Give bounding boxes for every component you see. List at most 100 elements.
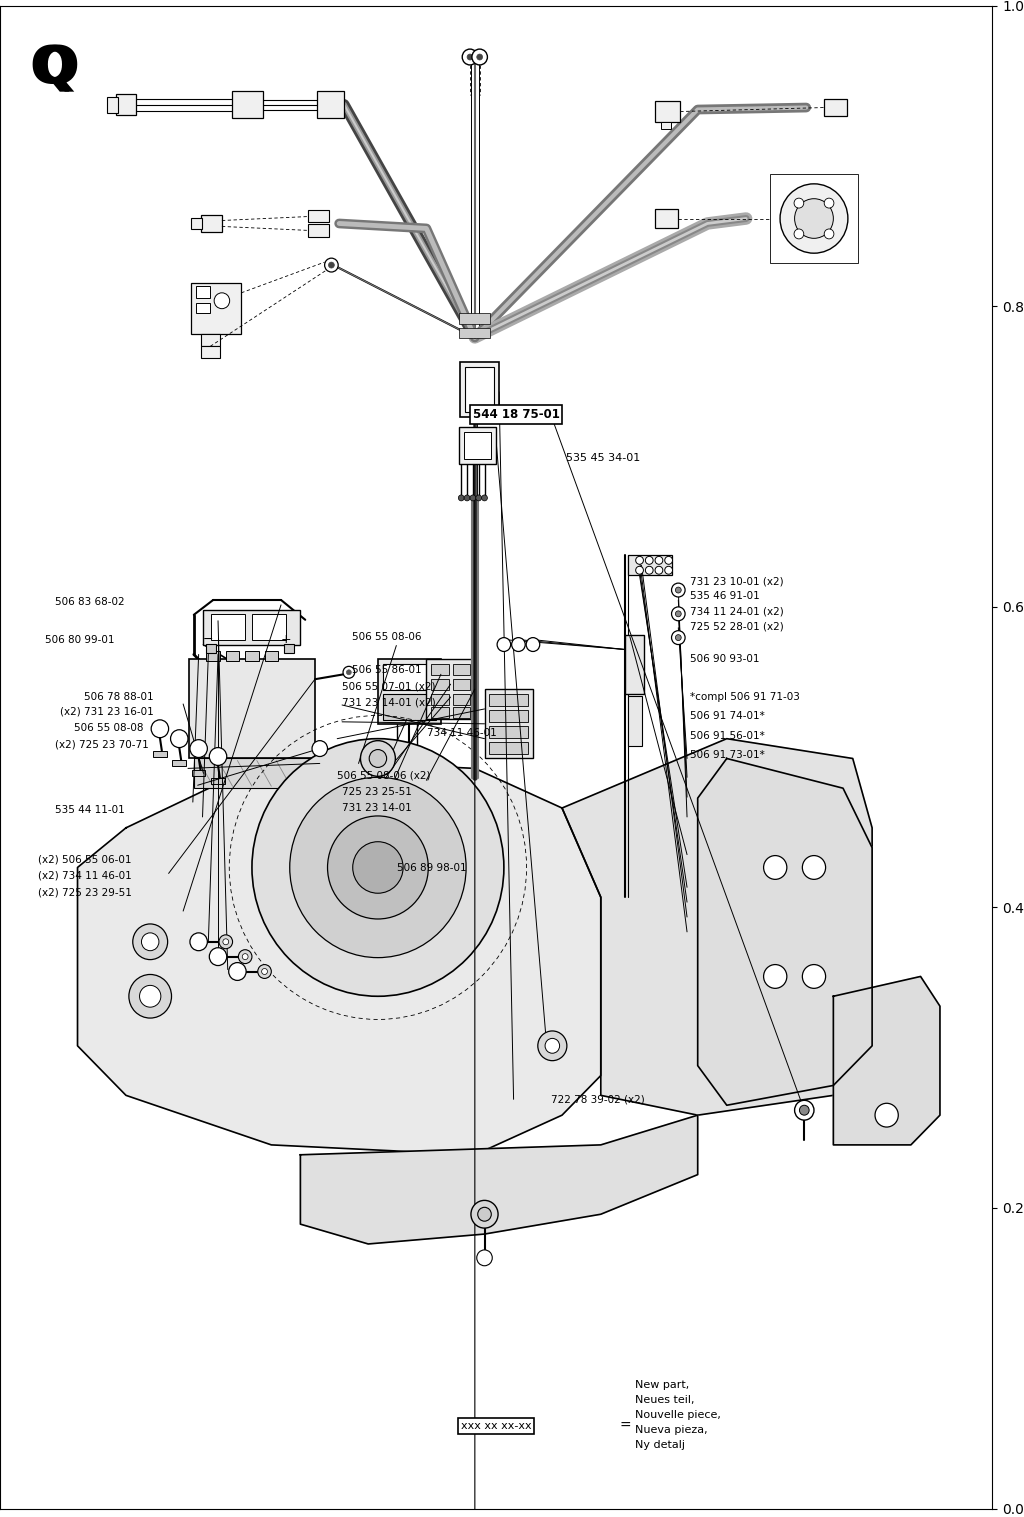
Bar — [453, 664, 470, 675]
Circle shape — [472, 49, 487, 65]
Bar — [252, 614, 286, 640]
Bar — [489, 725, 528, 737]
Circle shape — [325, 258, 338, 272]
Circle shape — [478, 1208, 492, 1221]
Circle shape — [824, 199, 834, 208]
Text: 731 23 14-01 (x2): 731 23 14-01 (x2) — [342, 698, 436, 708]
Text: 506 91 56-01*: 506 91 56-01* — [689, 731, 764, 740]
Bar — [207, 651, 220, 661]
Circle shape — [477, 1250, 493, 1265]
Bar — [460, 328, 490, 338]
Circle shape — [346, 671, 351, 675]
Bar — [655, 209, 678, 229]
Text: 506 55 08-06 (x2): 506 55 08-06 (x2) — [337, 771, 431, 780]
Bar — [211, 614, 245, 640]
Bar — [190, 217, 202, 229]
Bar — [628, 555, 672, 575]
Text: +: + — [281, 633, 291, 646]
Circle shape — [764, 965, 786, 989]
Bar — [655, 100, 680, 123]
Circle shape — [655, 557, 663, 564]
Bar — [431, 695, 449, 705]
Polygon shape — [78, 758, 601, 1154]
Circle shape — [343, 666, 354, 678]
Circle shape — [800, 1106, 809, 1115]
Circle shape — [803, 965, 825, 989]
Bar — [245, 651, 259, 661]
Bar — [489, 695, 528, 705]
Circle shape — [189, 740, 208, 757]
Bar — [426, 660, 475, 719]
Bar — [231, 91, 262, 118]
Circle shape — [214, 293, 229, 308]
Text: 731 23 14-01: 731 23 14-01 — [342, 802, 412, 813]
Circle shape — [370, 749, 387, 768]
Bar — [453, 707, 470, 718]
Text: 506 89 98-01: 506 89 98-01 — [397, 863, 467, 874]
Text: 506 55 08-06: 506 55 08-06 — [352, 631, 422, 642]
Bar — [194, 758, 310, 789]
Text: 506 55 08-08: 506 55 08-08 — [75, 724, 144, 733]
Circle shape — [252, 739, 504, 997]
Bar — [196, 303, 210, 313]
Bar — [431, 680, 449, 690]
Bar — [201, 334, 220, 346]
Text: 731 23 10-01 (x2): 731 23 10-01 (x2) — [689, 576, 783, 586]
Bar — [316, 91, 344, 118]
Text: 506 78 88-01: 506 78 88-01 — [84, 692, 154, 702]
Circle shape — [676, 634, 681, 640]
Circle shape — [780, 184, 848, 253]
Polygon shape — [300, 1115, 697, 1244]
Text: 506 80 99-01: 506 80 99-01 — [45, 634, 114, 645]
Circle shape — [243, 954, 248, 960]
Circle shape — [152, 721, 169, 737]
Text: 725 52 28-01 (x2): 725 52 28-01 (x2) — [689, 622, 783, 631]
Bar — [312, 771, 328, 777]
Bar — [117, 94, 135, 115]
Circle shape — [228, 963, 246, 980]
Circle shape — [258, 965, 271, 978]
Circle shape — [795, 199, 834, 238]
Text: 506 55 07-01 (x2): 506 55 07-01 (x2) — [342, 681, 436, 692]
Bar — [441, 693, 455, 702]
Circle shape — [329, 262, 334, 269]
Circle shape — [239, 950, 252, 963]
Circle shape — [328, 816, 428, 919]
Circle shape — [459, 495, 464, 501]
Bar — [308, 209, 330, 223]
Bar — [770, 174, 857, 262]
Text: 506 91 73-01*: 506 91 73-01* — [689, 751, 764, 760]
Bar — [464, 431, 492, 460]
Text: (x2) 725 23 29-51: (x2) 725 23 29-51 — [38, 887, 131, 897]
Circle shape — [645, 557, 653, 564]
Circle shape — [545, 1038, 559, 1053]
Circle shape — [636, 557, 643, 564]
Text: 506 83 68-02: 506 83 68-02 — [54, 598, 124, 607]
Bar — [207, 643, 216, 654]
Bar — [625, 634, 644, 695]
Polygon shape — [562, 739, 872, 1115]
Bar — [460, 313, 490, 323]
Bar — [189, 660, 315, 758]
Bar — [225, 651, 240, 661]
Text: (x2) 731 23 16-01: (x2) 731 23 16-01 — [59, 707, 154, 718]
Bar — [628, 696, 642, 746]
Circle shape — [824, 229, 834, 238]
Bar — [660, 123, 671, 129]
Circle shape — [209, 948, 226, 965]
Text: (x2) 734 11 46-01: (x2) 734 11 46-01 — [38, 871, 131, 881]
Text: (x2) 725 23 70-71: (x2) 725 23 70-71 — [54, 740, 148, 749]
Circle shape — [133, 924, 168, 960]
Bar — [471, 410, 483, 420]
Circle shape — [764, 856, 786, 880]
Bar — [154, 751, 167, 757]
Circle shape — [645, 566, 653, 575]
Circle shape — [223, 939, 228, 945]
Text: Nouvelle piece,: Nouvelle piece, — [635, 1411, 721, 1420]
Circle shape — [312, 740, 328, 757]
Circle shape — [538, 1032, 567, 1060]
Text: Ny detalj: Ny detalj — [635, 1440, 685, 1450]
Text: 544 18 75-01: 544 18 75-01 — [472, 408, 559, 420]
Text: *compl 506 91 71-03: *compl 506 91 71-03 — [689, 692, 800, 702]
Circle shape — [139, 986, 161, 1007]
